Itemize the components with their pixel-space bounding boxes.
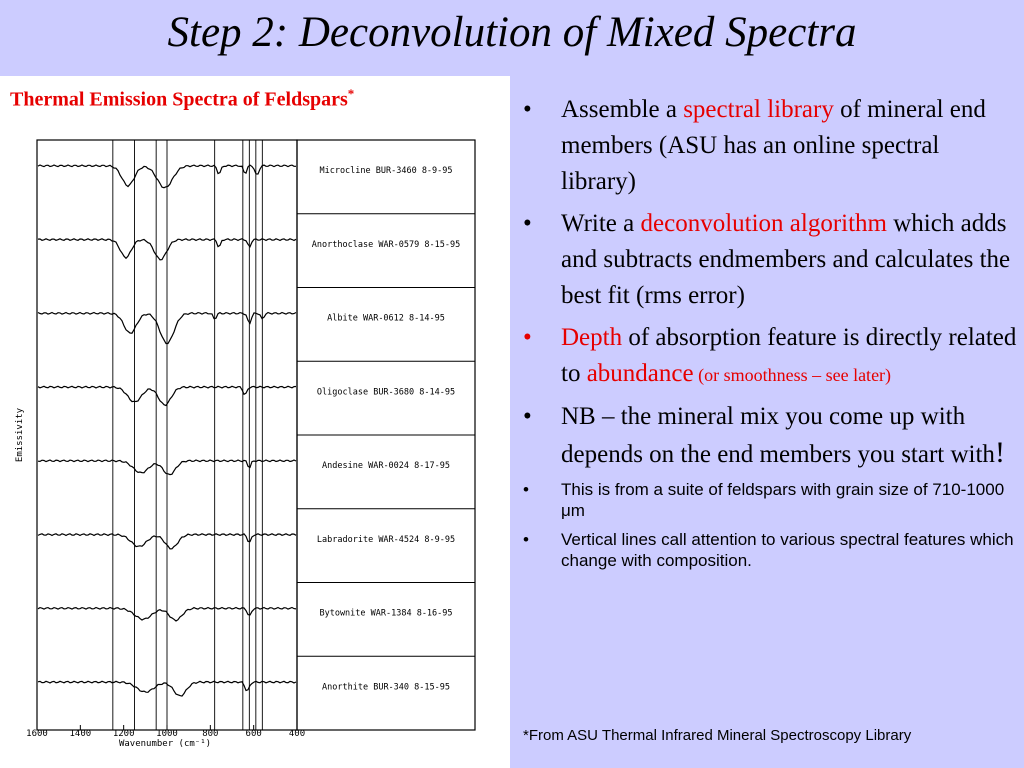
spectra-plot: Microcline BUR-3460 8-9-95 Anorthoclase W… <box>15 139 476 749</box>
spectrum-trace <box>37 606 297 622</box>
bullet-text: Assemble a <box>561 96 684 123</box>
bullet-dot: • <box>523 210 532 237</box>
spectrum-trace <box>37 311 297 345</box>
spectrum-trace <box>37 533 297 550</box>
spectrum-trace <box>37 238 297 261</box>
x-tick-label: 1200 <box>113 729 135 739</box>
bullet-dot: • <box>523 96 532 123</box>
spectra-figure: Microcline BUR-3460 8-9-95 Anorthoclase W… <box>0 120 510 768</box>
bullet-dot: • <box>523 480 529 499</box>
bullet-text: Vertical lines call attention to various… <box>561 530 1014 570</box>
spectrum-trace <box>37 164 296 189</box>
bullet-list: • Assemble a spectral library of mineral… <box>520 92 1020 579</box>
spectrum-label: Andesine WAR-0024 8-17-95 <box>322 461 450 471</box>
bullet-text: This is from a suite of feldspars with g… <box>561 480 1005 520</box>
bullet-text: of mineral end members (ASU has an onlin… <box>561 96 986 195</box>
y-axis-label: Emissivity <box>15 407 25 462</box>
bullet-grain-size: • This is from a suite of feldspars with… <box>520 479 1020 521</box>
footnote: *From ASU Thermal Infrared Mineral Spect… <box>523 727 912 744</box>
bullet-text: which adds and subtracts endmembers and … <box>561 210 1011 309</box>
highlight-spectral-library: spectral library <box>683 96 834 123</box>
x-tick-label: 800 <box>202 729 218 739</box>
figure-caption-box <box>0 76 510 120</box>
spectrum-trace <box>37 385 297 407</box>
bullet-depth: • Depth of absorption feature is directl… <box>520 320 1020 393</box>
figure-caption-mark: * <box>347 86 355 101</box>
spectrum-label: Microcline BUR-3460 8-9-95 <box>319 166 452 176</box>
spectrum-label: Albite WAR-0612 8-14-95 <box>327 314 445 324</box>
smoothness-note: (or smoothness – see later) <box>693 365 892 385</box>
spectrum-trace <box>37 680 297 697</box>
x-tick-label: 1000 <box>156 729 178 739</box>
label-separators <box>297 213 475 657</box>
spectra-labels: Microcline BUR-3460 8-9-95 Anorthoclase W… <box>312 166 460 692</box>
bullet-text: of absorption feature is directly relate… <box>561 324 1017 387</box>
spectrum-trace <box>37 459 297 476</box>
spectra-traces <box>37 164 297 697</box>
exclamation: ! <box>994 436 1005 469</box>
bullet-text: NB – the mineral mix you come up with de… <box>561 403 995 468</box>
spectrum-label: Oligoclase BUR-3680 8-14-95 <box>317 387 455 397</box>
x-axis-label: Wavenumber (cm⁻¹) <box>119 739 211 749</box>
feature-lines <box>112 140 263 730</box>
bullet-spectral-library: • Assemble a spectral library of mineral… <box>520 92 1020 200</box>
bullet-dot: • <box>523 403 532 430</box>
x-axis-ticks: 1600 1400 1200 1000 800 600 400 <box>26 725 305 739</box>
spectrum-label: Anorthoclase WAR-0579 8-15-95 <box>312 240 460 250</box>
figure-caption-text: Thermal Emission Spectra of Feldspars <box>10 88 348 111</box>
bullet-text: Write a <box>561 210 641 237</box>
slide-title: Step 2: Deconvolution of Mixed Spectra <box>167 9 857 56</box>
spectrum-label: Labradorite WAR-4524 8-9-95 <box>317 535 455 545</box>
x-tick-label: 600 <box>246 729 262 739</box>
x-tick-label: 400 <box>289 729 305 739</box>
x-tick-label: 1600 <box>26 729 48 739</box>
spectrum-label: Anorthite BUR-340 8-15-95 <box>322 682 450 692</box>
highlight-abundance: abundance <box>586 360 694 387</box>
figure-caption: Thermal Emission Spectra of Feldspars* <box>10 86 354 112</box>
bullet-dot: • <box>523 530 529 549</box>
bullet-vertical-lines: • Vertical lines call attention to vario… <box>520 529 1020 571</box>
spectrum-label: Bytownite WAR-1384 8-16-95 <box>319 609 452 619</box>
bullet-nb: • NB – the mineral mix you come up with … <box>520 399 1020 473</box>
highlight-depth: Depth <box>561 324 623 351</box>
highlight-deconvolution-algorithm: deconvolution algorithm <box>640 210 887 237</box>
x-tick-label: 1400 <box>69 729 91 739</box>
bullet-dot-red: • <box>523 324 532 351</box>
bullet-algorithm: • Write a deconvolution algorithm which … <box>520 206 1020 314</box>
